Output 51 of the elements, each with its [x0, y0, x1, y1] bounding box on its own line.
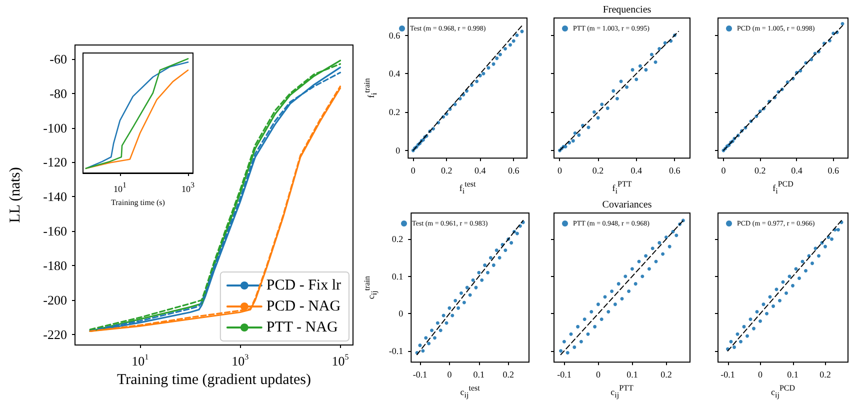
y-tick-label: -100 — [43, 120, 67, 136]
x-tick-label: 0.4 — [791, 166, 803, 176]
x-tick-label: 0 — [721, 166, 726, 176]
x-tick-label: 0.1 — [787, 370, 798, 380]
y-axis-title: fitrain — [362, 78, 378, 98]
y-axis-title: cijtrain — [362, 276, 378, 300]
y-tick-label: 0 — [398, 308, 404, 319]
y-tick-label: -220 — [43, 327, 67, 342]
x-tick-label: 0 — [410, 166, 416, 176]
x-tick-label: 0 — [557, 166, 562, 176]
x-tick-label: 0.1 — [473, 370, 485, 380]
y-tick-label: -160 — [43, 224, 67, 239]
y-tick-label: 0.1 — [392, 271, 404, 282]
y-tick-label: -120 — [43, 154, 67, 170]
x-tick-label: 0.6 — [508, 166, 520, 176]
x-tick-label: 0.2 — [660, 370, 672, 380]
legend-label: PCD - Fix lr — [266, 278, 342, 294]
y-tick-label: -80 — [50, 86, 67, 101]
x-tick-label: -0.1 — [720, 370, 735, 380]
x-tick-label: 0 — [758, 370, 763, 380]
x-tick-label: 0 — [447, 370, 452, 380]
y-tick-label: 0.2 — [392, 234, 404, 244]
x-axis-title: Training time (gradient updates) — [117, 372, 311, 388]
x-tick-label: -0.1 — [412, 370, 428, 380]
y-tick-label: 0.2 — [388, 107, 400, 118]
x-tick-label: 0.6 — [828, 166, 840, 176]
y-tick-label: -200 — [43, 292, 67, 308]
legend-label: PCD - NAG — [266, 298, 341, 314]
y-tick-label: -180 — [43, 258, 67, 274]
y-tick-label: 0 — [396, 145, 401, 156]
x-tick-label: 0.6 — [669, 166, 681, 176]
x-tick-label: 0.2 — [820, 370, 831, 380]
y-tick-label: 0.6 — [388, 30, 401, 40]
y-tick-label: -60 — [50, 51, 67, 66]
x-tick-label: 0.2 — [441, 166, 452, 176]
x-tick-label: 0 — [596, 370, 601, 380]
y-tick-label: -0.1 — [388, 346, 404, 356]
y-tick-label: -140 — [43, 189, 67, 204]
x-tick-label: 0.2 — [592, 166, 604, 176]
chart-title: Covariances — [602, 200, 652, 210]
chart-title: Frequencies — [602, 4, 652, 16]
y-tick-label: 0.4 — [388, 68, 401, 79]
x-tick-label: 0.4 — [630, 166, 642, 176]
x-tick-label: 0.2 — [754, 166, 766, 176]
x-tick-label: 0.2 — [502, 370, 514, 380]
x-tick-label: -0.1 — [557, 370, 572, 380]
x-tick-label: 0.1 — [626, 370, 638, 380]
x-tick-label: 0.4 — [474, 166, 486, 176]
y-axis-title: LL (nats) — [8, 167, 24, 223]
x-axis-title: Training time (s) — [111, 198, 166, 207]
legend-label: PTT - NAG — [266, 320, 338, 336]
